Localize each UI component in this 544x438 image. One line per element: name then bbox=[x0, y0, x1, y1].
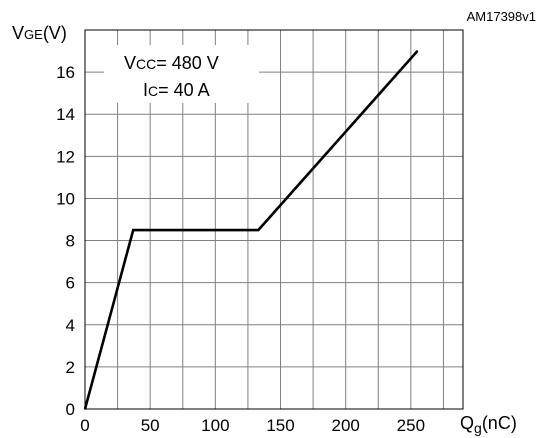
x-tick-label: 50 bbox=[141, 416, 160, 435]
data-point bbox=[132, 229, 135, 231]
y-tick-label: 8 bbox=[66, 232, 75, 251]
grid bbox=[85, 30, 463, 409]
series-layer bbox=[83, 50, 419, 410]
y-tick-label: 14 bbox=[56, 105, 75, 124]
y-axis-label: VGE(V) bbox=[12, 23, 67, 43]
y-tick-label: 16 bbox=[56, 63, 75, 82]
x-tick-label: 200 bbox=[332, 416, 360, 435]
x-tick-label: 150 bbox=[266, 416, 294, 435]
vge-curve bbox=[83, 50, 419, 410]
y-tick-label: 12 bbox=[56, 147, 75, 166]
x-axis-label: Qg(nC) bbox=[460, 413, 517, 436]
x-tick-label: 100 bbox=[201, 416, 229, 435]
data-point bbox=[257, 229, 260, 231]
y-tick-labels: 0 2 4 6 8 10 12 14 16 bbox=[56, 63, 75, 419]
annotation-vcc: VCC= 480 V bbox=[124, 53, 219, 73]
x-tick-label: 250 bbox=[397, 416, 425, 435]
y-tick-label: 10 bbox=[56, 189, 75, 208]
annotation-ic: IC= 40 A bbox=[143, 80, 210, 100]
plot-area-frame bbox=[84, 29, 464, 410]
y-tick-label: 4 bbox=[66, 316, 75, 335]
y-tick-label: 6 bbox=[66, 274, 75, 293]
x-tick-labels: 0 50 100 150 200 250 bbox=[80, 416, 425, 435]
x-tick-label: 0 bbox=[80, 416, 89, 435]
y-tick-label: 0 bbox=[66, 400, 75, 419]
annotation-box bbox=[104, 45, 259, 103]
y-tick-label: 2 bbox=[66, 358, 75, 377]
data-point bbox=[416, 50, 419, 52]
data-point bbox=[84, 408, 86, 410]
figure-id: AM17398v1 bbox=[467, 9, 536, 24]
